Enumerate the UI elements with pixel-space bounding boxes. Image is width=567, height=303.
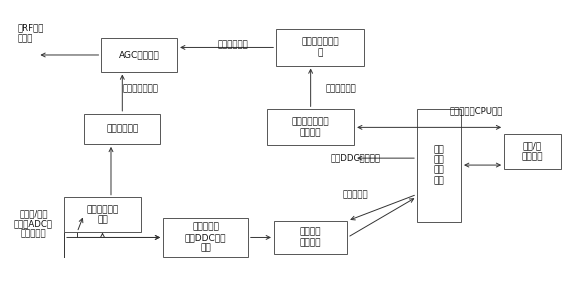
Text: AGC控制模块: AGC控制模块 bbox=[119, 51, 160, 59]
Text: 接光/电
转换模块: 接光/电 转换模块 bbox=[522, 142, 543, 161]
Bar bbox=[417, 108, 461, 221]
Bar bbox=[277, 29, 364, 65]
Text: 与协处理器CPU交互: 与协处理器CPU交互 bbox=[449, 106, 502, 115]
Text: 时延偏差调整模
块: 时延偏差调整模 块 bbox=[302, 38, 339, 57]
Bar bbox=[504, 134, 561, 169]
Bar bbox=[274, 221, 348, 254]
Text: 下行时隙信息: 下行时隙信息 bbox=[326, 84, 357, 93]
Text: 上行信号电平值: 上行信号电平值 bbox=[123, 84, 159, 93]
Bar bbox=[101, 38, 177, 72]
Text: 上行选频滤
波器DDC部分
模块: 上行选频滤 波器DDC部分 模块 bbox=[185, 223, 226, 252]
Text: 从模拟/数字
转换器ADC来
的数字信号: 从模拟/数字 转换器ADC来 的数字信号 bbox=[14, 209, 53, 239]
Text: 上行时隙信息: 上行时隙信息 bbox=[217, 40, 248, 49]
Bar bbox=[64, 198, 141, 232]
Text: 光纤时延值: 光纤时延值 bbox=[343, 190, 369, 199]
Text: 上行电平统计
模块: 上行电平统计 模块 bbox=[86, 205, 119, 225]
Text: 单位转换模块: 单位转换模块 bbox=[106, 124, 138, 133]
Text: 光纤
传输
协议
模块: 光纤 传输 协议 模块 bbox=[434, 145, 445, 185]
Text: 下行DDC数字信号: 下行DDC数字信号 bbox=[331, 154, 381, 163]
Bar bbox=[267, 109, 354, 145]
Text: 自适应下行时隙
恢复模块: 自适应下行时隙 恢复模块 bbox=[292, 118, 329, 137]
Text: 到RF数控
衰减器: 到RF数控 衰减器 bbox=[18, 24, 44, 43]
Bar bbox=[84, 114, 160, 144]
Bar bbox=[163, 218, 248, 257]
Text: 载波增益
补偿模块: 载波增益 补偿模块 bbox=[300, 228, 321, 247]
